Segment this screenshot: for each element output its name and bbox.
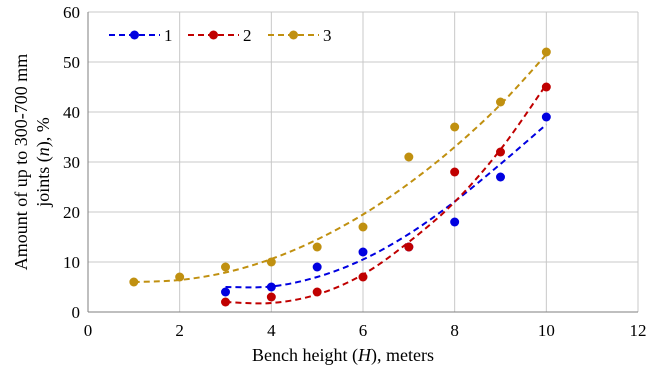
grid (88, 11, 639, 312)
x-tick-label: 2 (175, 321, 184, 340)
data-point-series-2 (312, 287, 322, 297)
data-points (129, 47, 551, 307)
data-point-series-1 (312, 262, 322, 272)
data-point-series-3 (266, 257, 276, 267)
x-tick-label: 12 (630, 321, 647, 340)
axis-labels: Bench height (H), meters Amount of up to … (11, 54, 434, 366)
data-point-series-3 (312, 242, 322, 252)
y-axis-title-line-1: Amount of up to 300-700 mm (11, 54, 31, 271)
y-tick-label: 20 (63, 203, 80, 222)
data-point-series-1 (450, 217, 460, 227)
data-point-series-2 (450, 167, 460, 177)
data-point-series-2 (358, 272, 368, 282)
data-point-series-2 (221, 297, 230, 307)
data-point-series-2 (266, 292, 276, 302)
trendline-series-2 (225, 83, 548, 305)
legend-entry-2: 2 (188, 26, 252, 45)
data-point-series-3 (358, 222, 368, 232)
legend: 1 2 3 (109, 26, 332, 45)
data-point-series-3 (129, 277, 139, 287)
data-point-series-1 (221, 287, 230, 297)
legend-entry-3: 3 (268, 26, 332, 45)
data-point-series-2 (404, 242, 414, 252)
data-point-series-1 (541, 112, 551, 122)
legend-label-1: 1 (164, 26, 173, 45)
y-tick-label: 10 (63, 253, 80, 272)
data-point-series-3 (175, 272, 185, 282)
legend-marker-2 (209, 30, 218, 40)
legend-label-2: 2 (243, 26, 252, 45)
x-axis-title: Bench height (H), meters (252, 345, 434, 366)
legend-label-3: 3 (323, 26, 332, 45)
y-tick-label: 0 (72, 303, 81, 322)
data-point-series-3 (404, 152, 414, 162)
y-axis-title: Amount of up to 300-700 mm joints (n), % (11, 54, 54, 271)
data-point-series-3 (496, 97, 505, 107)
x-tick-label: 4 (267, 321, 276, 340)
x-tick-label: 0 (84, 321, 93, 340)
x-tick-label: 6 (359, 321, 368, 340)
data-point-series-3 (221, 262, 230, 272)
legend-entry-1: 1 (109, 26, 173, 45)
trendlines (133, 53, 548, 305)
y-tick-label: 40 (63, 103, 80, 122)
data-point-series-1 (358, 247, 368, 257)
legend-marker-3 (289, 30, 298, 40)
legend-marker-1 (130, 30, 139, 40)
x-tick-label: 10 (538, 321, 555, 340)
y-tick-label: 30 (63, 153, 80, 172)
trendline-series-3 (133, 53, 548, 283)
data-point-series-3 (450, 122, 460, 132)
data-point-series-1 (266, 282, 276, 292)
data-point-series-2 (541, 82, 551, 92)
data-point-series-3 (541, 47, 551, 57)
x-tick-label: 8 (450, 321, 459, 340)
trendline-series-1 (225, 123, 547, 289)
y-tick-label: 60 (63, 3, 80, 22)
data-point-series-1 (496, 172, 505, 182)
data-point-series-2 (496, 147, 505, 157)
y-tick-label: 50 (63, 53, 80, 72)
y-axis-title-line-2: joints (n), % (33, 117, 54, 208)
